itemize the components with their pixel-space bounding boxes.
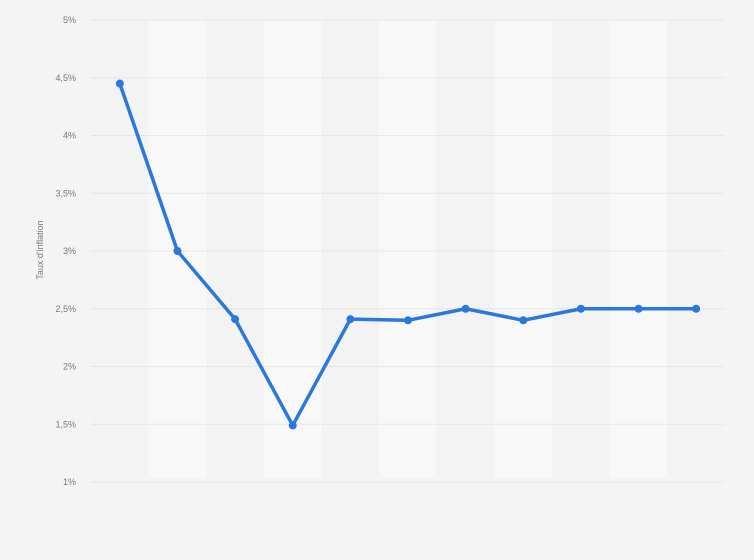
y-tick-label: 1,5%: [55, 419, 76, 429]
data-point[interactable]: [692, 304, 701, 313]
y-axis-ticks: 1% 1,5% 2% 2,5% 3% 3,5% 4% 4,5% 5%: [55, 15, 76, 487]
column-band: [552, 20, 610, 478]
y-tick-label: 2,5%: [55, 304, 76, 314]
y-axis-label: Taux d'inflation: [35, 220, 45, 279]
data-point[interactable]: [115, 79, 124, 88]
data-point[interactable]: [173, 247, 182, 255]
column-band: [206, 20, 264, 478]
column-bands: [91, 20, 725, 478]
y-tick-label: 4,5%: [55, 73, 76, 83]
column-band: [91, 20, 149, 478]
data-point[interactable]: [231, 315, 240, 324]
y-tick-label: 3%: [63, 246, 76, 256]
column-band: [321, 20, 380, 478]
y-tick-label: 5%: [63, 15, 76, 25]
data-point[interactable]: [634, 304, 643, 313]
y-tick-label: 3,5%: [55, 188, 76, 198]
y-tick-label: 1%: [63, 477, 76, 487]
column-band: [379, 20, 437, 478]
column-band: [494, 20, 553, 478]
data-point[interactable]: [404, 316, 412, 325]
column-band: [667, 20, 725, 478]
data-point[interactable]: [288, 421, 297, 430]
column-band: [436, 20, 495, 478]
data-points: [115, 79, 701, 430]
data-point[interactable]: [519, 316, 528, 325]
data-point[interactable]: [346, 315, 355, 324]
data-point[interactable]: [461, 304, 470, 313]
data-point[interactable]: [576, 304, 585, 313]
y-tick-label: 2%: [63, 362, 76, 372]
column-band: [263, 20, 322, 478]
y-tick-label: 4%: [63, 131, 76, 141]
column-band: [609, 20, 668, 478]
